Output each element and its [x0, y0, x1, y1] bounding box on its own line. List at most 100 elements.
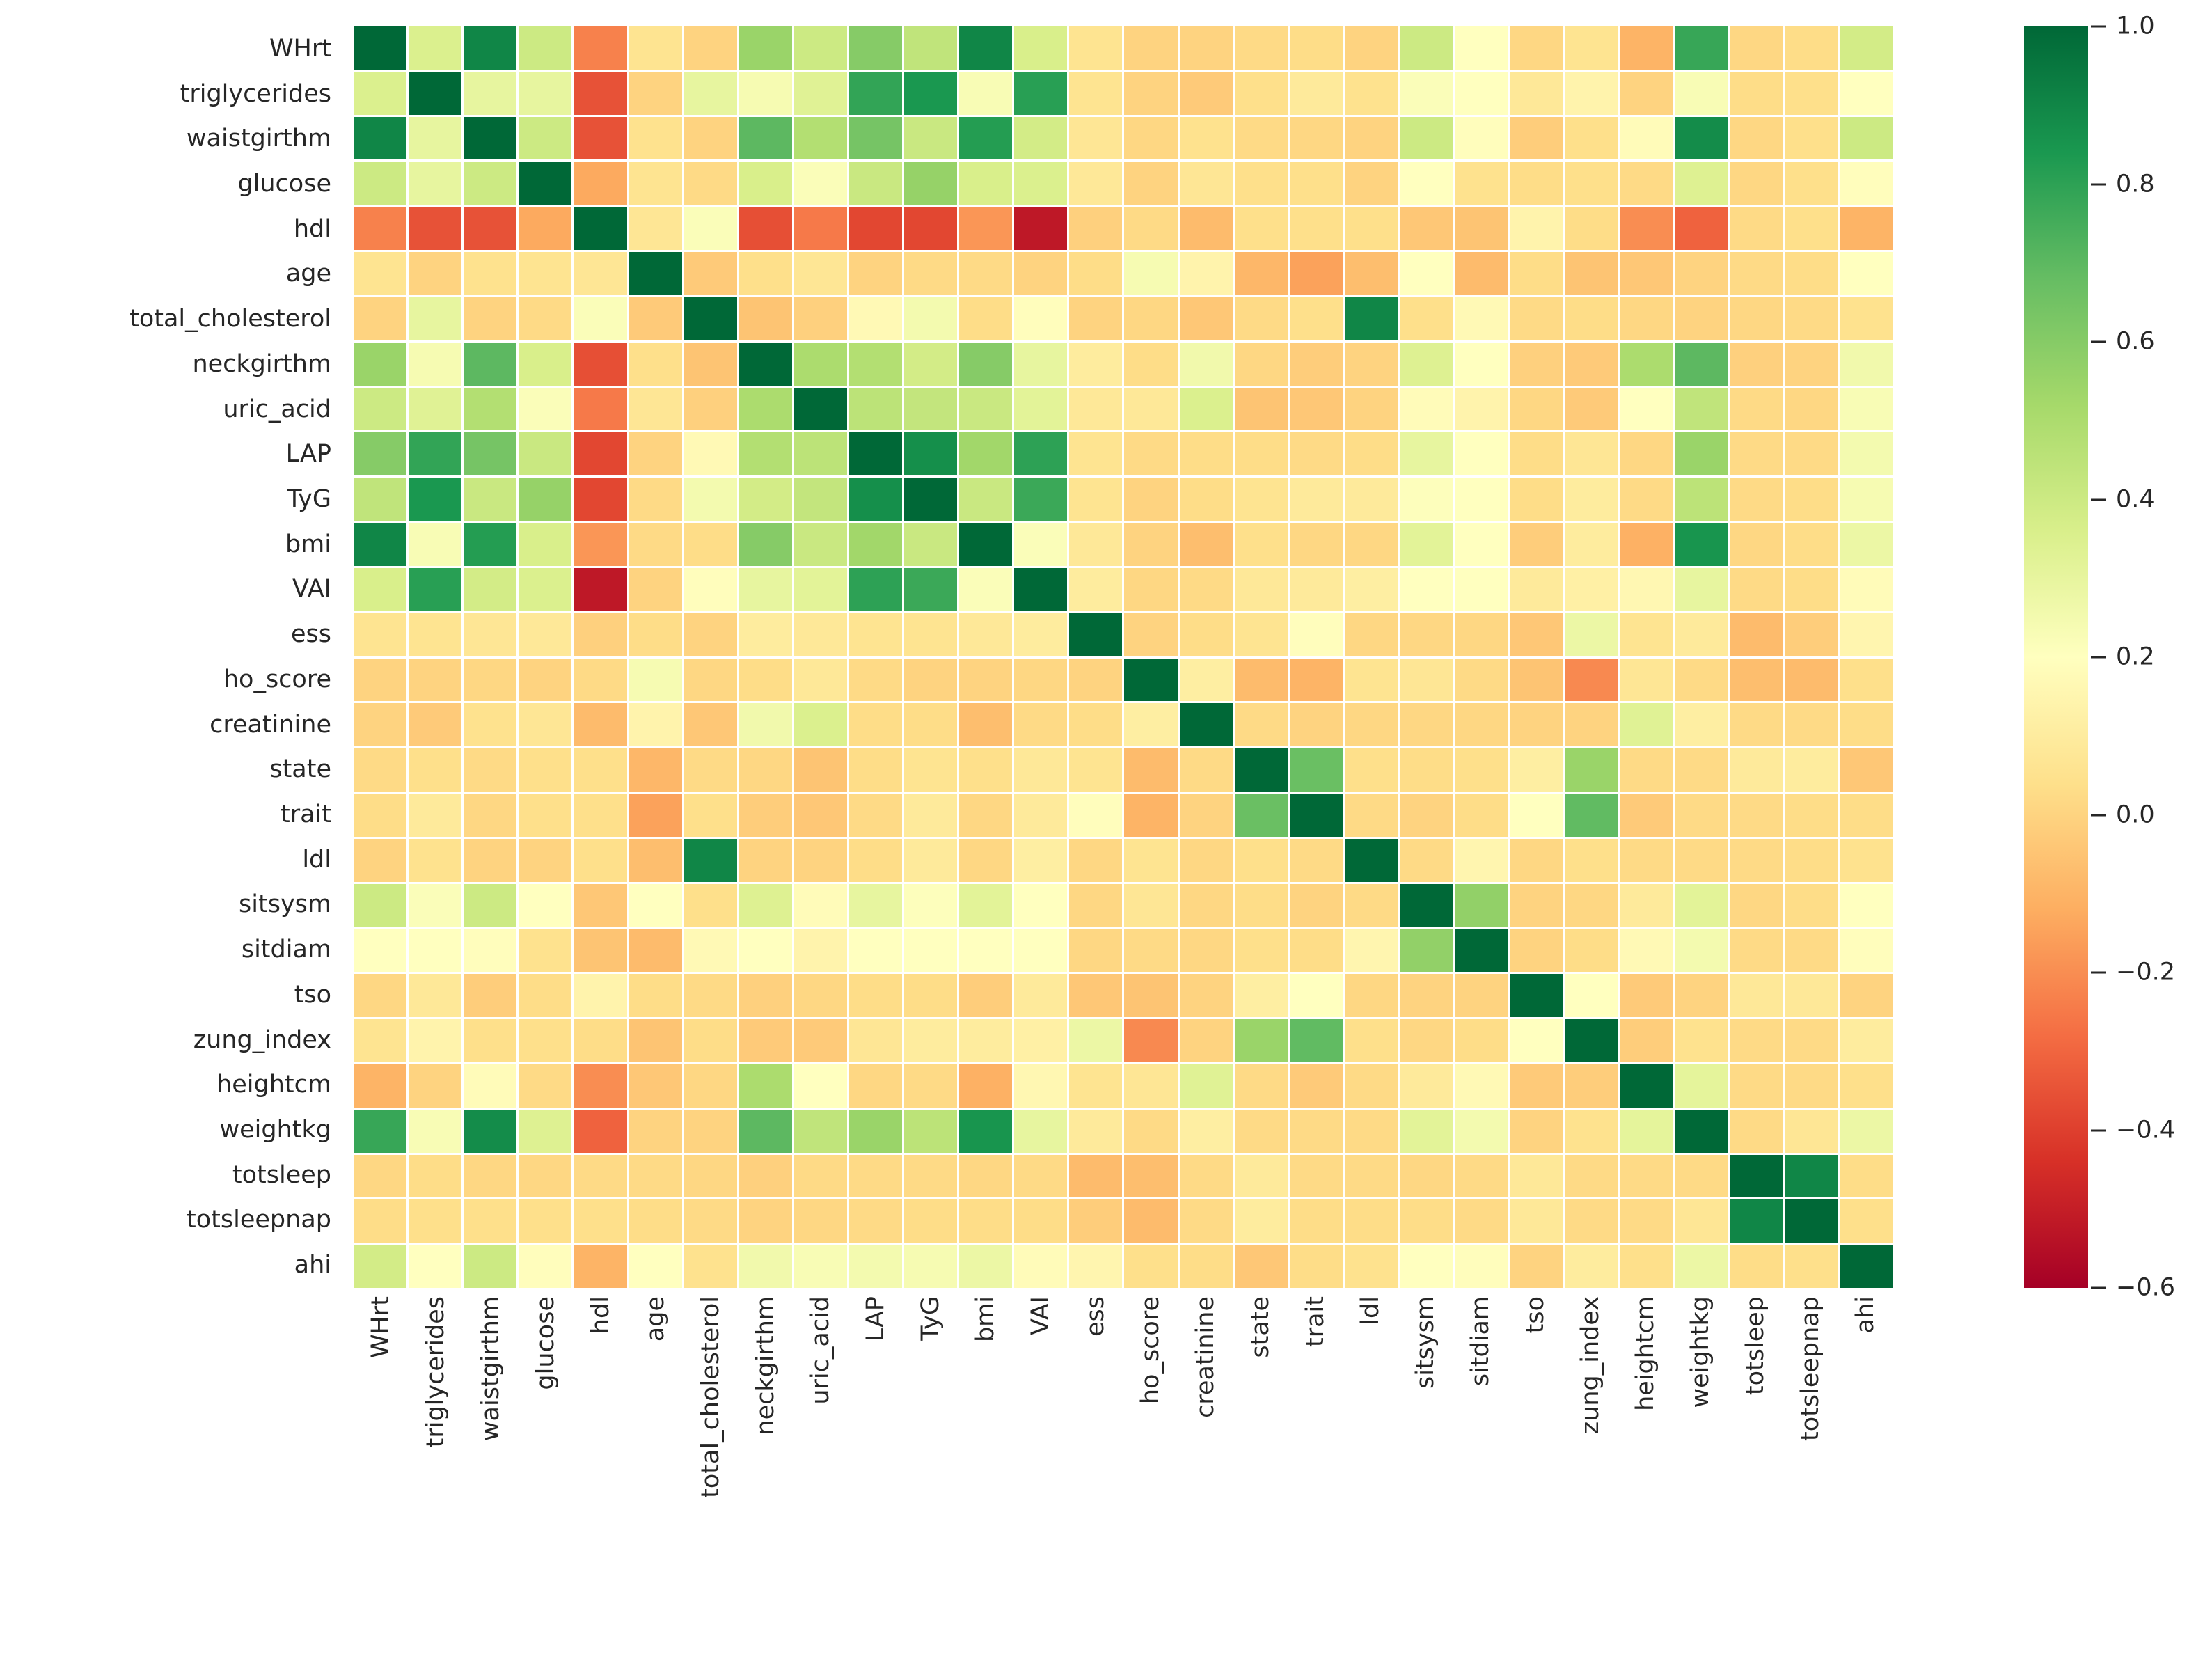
heatmap-cell: [629, 613, 682, 656]
heatmap-cell: [1840, 613, 1893, 656]
heatmap-cell: [684, 613, 737, 656]
heatmap-cell: [1565, 116, 1618, 160]
heatmap-cell: [629, 658, 682, 702]
x-tick-label: age: [629, 1296, 684, 1658]
heatmap-cell: [1124, 162, 1178, 205]
heatmap-cell: [354, 1019, 407, 1062]
heatmap-cell: [1565, 567, 1618, 611]
heatmap-cell: [1234, 342, 1288, 386]
heatmap-cell: [1069, 613, 1123, 656]
heatmap-cell: [1289, 342, 1343, 386]
heatmap-cell: [1234, 929, 1288, 973]
heatmap-cell: [1234, 207, 1288, 251]
heatmap-cell: [409, 297, 462, 340]
heatmap-cell: [1014, 1245, 1068, 1288]
heatmap-cell: [1510, 116, 1563, 160]
colorbar-tick-label: −0.2: [2116, 958, 2175, 986]
heatmap-cell: [519, 523, 572, 566]
heatmap-cell: [1234, 432, 1288, 476]
heatmap-cell: [1620, 567, 1673, 611]
heatmap-cell: [409, 252, 462, 295]
heatmap-cell: [904, 703, 958, 747]
heatmap-cell: [1510, 297, 1563, 340]
heatmap-cell: [629, 252, 682, 295]
heatmap-cell: [1124, 1245, 1178, 1288]
x-tick-label-text: creatinine: [1192, 1296, 1219, 1418]
heatmap-cell: [464, 26, 517, 70]
heatmap-cell: [848, 748, 903, 792]
heatmap-cell: [1840, 1109, 1893, 1153]
heatmap-cell: [1620, 883, 1673, 927]
heatmap-cell: [1785, 1109, 1838, 1153]
heatmap-cell: [1179, 613, 1233, 656]
heatmap-cell: [1014, 387, 1068, 431]
heatmap-cell: [1730, 297, 1783, 340]
heatmap-cell: [1510, 1199, 1563, 1243]
heatmap-cell: [409, 1109, 462, 1153]
heatmap-cell: [464, 523, 517, 566]
heatmap-cell: [1675, 523, 1728, 566]
heatmap-cell: [959, 432, 1013, 476]
heatmap-cell: [738, 929, 792, 973]
heatmap-cell: [1785, 883, 1838, 927]
heatmap-cell: [354, 478, 407, 521]
heatmap-cell: [1014, 26, 1068, 70]
heatmap-cell: [684, 162, 737, 205]
heatmap-cell: [1289, 116, 1343, 160]
heatmap-cell: [354, 883, 407, 927]
x-tick-label-text: LAP: [862, 1296, 890, 1342]
y-tick-label: ldl: [302, 845, 331, 874]
heatmap-cell: [629, 1064, 682, 1108]
heatmap-cell: [959, 1064, 1013, 1108]
heatmap-cell: [1289, 478, 1343, 521]
heatmap-cell: [519, 658, 572, 702]
heatmap-cell: [1675, 116, 1728, 160]
heatmap-cell: [354, 838, 407, 882]
heatmap-cell: [1620, 116, 1673, 160]
heatmap-cell: [1344, 883, 1398, 927]
heatmap-cell: [1510, 658, 1563, 702]
heatmap-cell: [848, 252, 903, 295]
y-tick-label: uric_acid: [223, 395, 331, 423]
heatmap-cell: [684, 1064, 737, 1108]
heatmap-cell: [738, 387, 792, 431]
heatmap-cell: [1675, 748, 1728, 792]
heatmap-cell: [1785, 613, 1838, 656]
heatmap-cell: [1785, 432, 1838, 476]
heatmap-cell: [793, 252, 847, 295]
heatmap-cell: [793, 162, 847, 205]
heatmap-cell: [1730, 613, 1783, 656]
heatmap-cell: [1455, 252, 1508, 295]
colorbar-tick: 0.6: [2091, 329, 2155, 354]
y-tick-label: triglycerides: [180, 79, 331, 108]
heatmap-cell: [1840, 567, 1893, 611]
heatmap-cell: [1455, 1154, 1508, 1198]
heatmap-cell: [793, 883, 847, 927]
heatmap-cell: [684, 478, 737, 521]
heatmap-cell: [1675, 478, 1728, 521]
heatmap-cell: [354, 658, 407, 702]
heatmap-cell: [1014, 342, 1068, 386]
heatmap-cell: [1234, 71, 1288, 115]
heatmap-cell: [1400, 478, 1453, 521]
heatmap-cell: [629, 703, 682, 747]
x-tick-label-text: ho_score: [1137, 1296, 1164, 1405]
heatmap-cell: [684, 207, 737, 251]
heatmap-cell: [738, 1064, 792, 1108]
heatmap-cell: [959, 883, 1013, 927]
heatmap-cell: [1344, 929, 1398, 973]
heatmap-cell: [848, 838, 903, 882]
heatmap-cell: [1344, 613, 1398, 656]
heatmap-cell: [1344, 838, 1398, 882]
heatmap-cell: [409, 1154, 462, 1198]
heatmap-cell: [1344, 1019, 1398, 1062]
heatmap-cell: [354, 162, 407, 205]
heatmap-cell: [1400, 567, 1453, 611]
heatmap-cell: [519, 116, 572, 160]
heatmap-cell: [1234, 1199, 1288, 1243]
heatmap-cell: [1785, 1245, 1838, 1288]
heatmap-cell: [793, 1109, 847, 1153]
heatmap-cell: [574, 1019, 627, 1062]
heatmap-cell: [1014, 613, 1068, 656]
heatmap-cell: [1675, 838, 1728, 882]
